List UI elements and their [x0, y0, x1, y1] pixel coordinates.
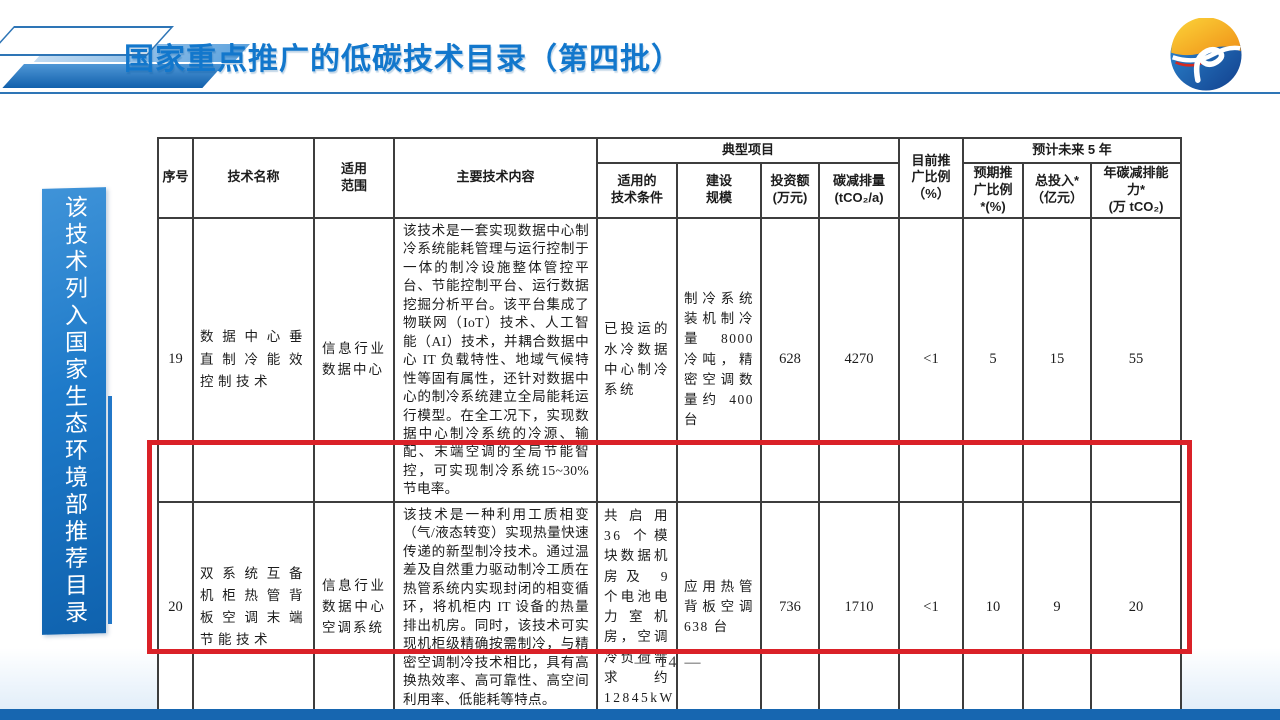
cell-total-investment: 15 [1022, 216, 1093, 503]
cell-total-investment: 9 [1022, 500, 1093, 714]
cell-seq: 19 [157, 216, 194, 503]
side-accent-line [108, 396, 112, 624]
cell-scale: 制冷系统装机制冷量 8000 冷吨，精密空调数量约 400 台 [676, 216, 762, 503]
header-scope: 适用 范围 [313, 137, 395, 219]
cell-content: 该技术是一种利用工质相变（气/液态转变）实现热量快速传递的新型制冷技术。通过温差… [393, 500, 598, 714]
cell-annual-capacity: 55 [1090, 216, 1183, 503]
cell-annual-capacity: 20 [1090, 500, 1183, 714]
page-title: 国家重点推广的低碳技术目录（第四批） [124, 43, 682, 76]
header-annual-capacity: 年碳减排能 力* (万 tCO₂) [1090, 162, 1183, 219]
cell-scope: 信息行业数据中心空调系统 [313, 500, 395, 714]
cell-tech-name: 数据中心垂直制冷能效控制技术 [192, 216, 315, 503]
header-investment: 投资额 (万元) [760, 162, 820, 219]
header-total-investment: 总投入* （亿元） [1022, 162, 1093, 219]
cell-conditions: 已投运的水冷数据中心制冷系统 [596, 216, 678, 503]
side-banner: 该技术列入国家生态环境部推荐目录 [42, 187, 106, 635]
cell-investment: 736 [760, 500, 820, 714]
table-row-19: 19 数据中心垂直制冷能效控制技术 信息行业数据中心 该技术是一套实现数据中心制… [157, 216, 1183, 503]
cell-scope: 信息行业数据中心 [313, 216, 395, 503]
jp-globe-logo-icon [1162, 17, 1250, 92]
cell-tech-name: 双系统互备机柜热管背板空调末端节能技术 [192, 500, 315, 714]
cell-current-ratio: <1 [898, 216, 965, 503]
header-seq: 序号 [157, 137, 194, 219]
header-typical-project: 典型项目 [595, 137, 901, 164]
cell-reduction: 1710 [817, 500, 901, 714]
side-banner-text: 该技术列入国家生态环境部推荐目录 [61, 194, 88, 628]
header-reduction: 碳减排量 (tCO₂/a) [817, 162, 901, 219]
cell-reduction: 4270 [817, 216, 901, 503]
cell-conditions: 共启用 36 个模块数据机房及 9 个电池电力室机房，空调冷负荷需求约 1284… [596, 500, 678, 714]
catalog-table-wrap: 序号 技术名称 适用 范围 主要技术内容 典型项目 目前推 广比例 （%） 预计… [157, 137, 1183, 714]
header-future-5yr: 预计未来 5 年 [962, 137, 1183, 164]
cell-expected-ratio: 5 [962, 216, 1025, 503]
cell-scale: 应用热管背板空调 638 台 [676, 500, 762, 714]
header-expected-ratio: 预期推 广比例 *(%) [962, 162, 1025, 219]
cell-seq: 20 [157, 500, 194, 714]
header-tech-name: 技术名称 [192, 137, 315, 219]
footer-bar [0, 709, 1280, 720]
header-scale: 建设 规模 [676, 162, 762, 219]
cell-current-ratio: <1 [898, 500, 965, 714]
header-content: 主要技术内容 [393, 137, 598, 219]
title-underline [0, 92, 1280, 94]
header-row-columns: 适用的 技术条件 建设 规模 投资额 (万元) 碳减排量 (tCO₂/a) 预期… [158, 162, 1183, 219]
table-row-20: 20 双系统互备机柜热管背板空调末端节能技术 信息行业数据中心空调系统 该技术是… [157, 500, 1183, 714]
header-row-groups: 序号 技术名称 适用 范围 主要技术内容 典型项目 目前推 广比例 （%） 预计… [157, 137, 1183, 219]
cell-expected-ratio: 10 [962, 500, 1025, 714]
cell-investment: 628 [760, 216, 820, 503]
header-conditions: 适用的 技术条件 [596, 162, 678, 219]
catalog-table: 序号 技术名称 适用 范围 主要技术内容 典型项目 目前推 广比例 （%） 预计… [157, 137, 1183, 714]
header-current-ratio: 目前推 广比例 （%） [898, 137, 965, 219]
page-number: — 14 — [634, 654, 703, 671]
cell-content: 该技术是一套实现数据中心制冷系统能耗管理与运行控制于一体的制冷设施整体管控平台、… [393, 216, 598, 503]
